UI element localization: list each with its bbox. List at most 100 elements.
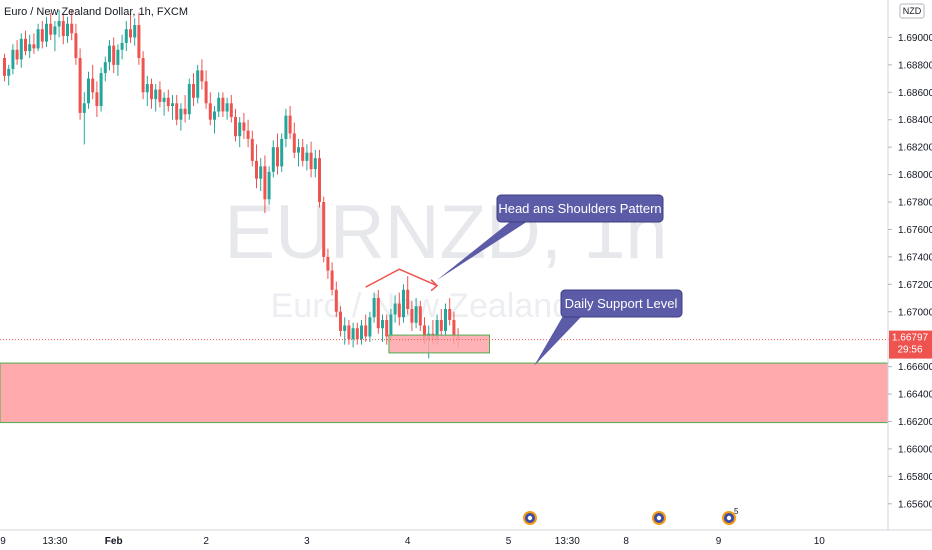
candle-body [208, 103, 212, 120]
candle [297, 138, 300, 167]
candle-body [49, 23, 53, 35]
candle [242, 112, 246, 139]
candle [183, 95, 187, 123]
candle [175, 95, 179, 126]
candle-body [234, 116, 237, 137]
candle [208, 92, 212, 126]
price-axis[interactable] [888, 0, 932, 530]
callout-head-shoulders[interactable]: Head ans Shoulders Pattern [437, 194, 664, 280]
candle-body [95, 92, 99, 107]
price-tick-label: 1.66000 [898, 444, 932, 455]
currency-badge[interactable]: NZD [899, 3, 925, 19]
event-icon-1[interactable] [523, 511, 537, 525]
candle [288, 106, 292, 139]
candle [78, 48, 82, 120]
candle-body [435, 319, 439, 340]
candle [19, 33, 23, 68]
candle-body [242, 122, 246, 131]
callout-daily-support[interactable]: Daily Support Level [534, 289, 683, 366]
candle [49, 12, 53, 41]
candle [61, 14, 65, 45]
candle-body [187, 84, 191, 115]
candle-body [200, 70, 204, 82]
candle [326, 248, 330, 279]
candle [200, 59, 204, 90]
candle [70, 10, 74, 41]
candle [145, 75, 149, 107]
event-icon-2[interactable] [652, 511, 666, 525]
candle-body [141, 58, 145, 93]
daily-support-zone[interactable] [0, 362, 889, 424]
countdown-timer: 29:56 [897, 345, 922, 356]
candle-body [137, 25, 141, 59]
candle [124, 20, 128, 52]
candle [179, 103, 183, 131]
candle-body [280, 138, 284, 167]
candle [255, 144, 258, 189]
candle [87, 71, 90, 109]
candle [393, 295, 397, 323]
candle-body [397, 303, 401, 318]
time-axis-ticks[interactable]: 29 13:30 Feb 2 3 4 5 13:30 8 9 10 [0, 536, 825, 547]
candle [187, 78, 191, 120]
candle-body [284, 115, 288, 139]
candle-body [423, 325, 426, 340]
candle-body [70, 23, 74, 34]
candle-body [179, 108, 183, 120]
candle [276, 133, 279, 175]
candle [284, 108, 288, 148]
time-tick-label: 4 [405, 536, 411, 547]
candle [343, 317, 347, 345]
candle-body [330, 270, 334, 290]
candle-body [103, 62, 107, 74]
candle [246, 119, 250, 148]
candle [158, 81, 162, 108]
price-tick-label: 1.68200 [898, 143, 932, 154]
candle-body [204, 81, 208, 104]
candle-body [364, 325, 368, 337]
candle [221, 92, 225, 117]
price-tick-label: 1.66400 [898, 390, 932, 401]
candle-body [66, 23, 69, 37]
candle-body [158, 89, 162, 102]
consolidation-box[interactable] [388, 334, 490, 354]
price-tick-label: 1.66200 [898, 417, 932, 428]
time-tick-label: 13:30 [555, 536, 580, 547]
candle [225, 97, 229, 120]
candle-body [40, 29, 44, 42]
candle [406, 276, 410, 315]
candle [376, 289, 380, 334]
price-tick-label: 1.67400 [898, 252, 932, 263]
symbol-title: Euro / New Zealand Dollar, 1h, FXCM [4, 6, 188, 18]
candle [116, 44, 120, 76]
candle [301, 138, 305, 167]
candle-body [221, 97, 225, 112]
candle [322, 196, 326, 263]
candle [339, 306, 342, 337]
candle [309, 141, 313, 178]
candle-body [301, 147, 305, 161]
time-tick-label: 10 [814, 536, 826, 547]
price-tick-label: 1.65600 [898, 499, 932, 510]
candle-body [183, 108, 187, 115]
candle [74, 23, 78, 65]
time-tick-label: 5 [506, 536, 512, 547]
price-tick-label: 1.65800 [898, 472, 932, 483]
price-tick-label: 1.67800 [898, 198, 932, 209]
candle-body [439, 319, 443, 331]
price-tick-label: 1.68000 [898, 170, 932, 181]
candle [154, 84, 158, 112]
candle [45, 16, 48, 48]
callout-daily-support-pointer [534, 316, 582, 366]
candle [372, 292, 376, 323]
candle [347, 319, 351, 345]
candle [82, 92, 86, 145]
candle-body [318, 158, 321, 203]
event-icon-3[interactable]: 5 [722, 507, 739, 525]
candle [7, 64, 11, 86]
callout-daily-support-box [560, 289, 683, 318]
candle-body [192, 84, 195, 98]
head-shoulders-drawing[interactable] [365, 268, 438, 288]
candle-body [351, 328, 355, 340]
